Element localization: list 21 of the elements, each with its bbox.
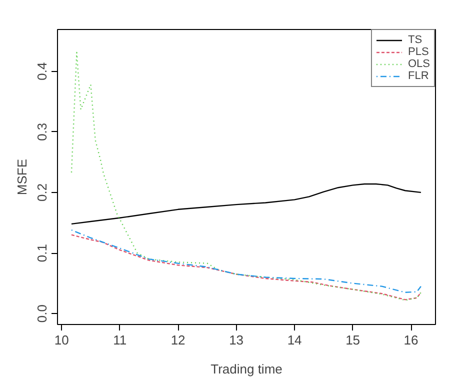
- x-tick-label: 11: [113, 332, 127, 348]
- legend-label: OLS: [408, 58, 430, 70]
- y-axis-title: MSFE: [14, 158, 30, 196]
- x-tick-label: 14: [287, 332, 302, 348]
- legend-label: TS: [408, 34, 424, 46]
- y-tick-label: 0.4: [34, 62, 50, 80]
- y-tick-label: 0.1: [34, 244, 50, 262]
- x-tick-label: 13: [229, 332, 244, 348]
- x-axis-title: Trading time: [210, 362, 282, 376]
- x-tick-label: 12: [170, 332, 186, 348]
- y-tick-label: 0.2: [34, 183, 50, 202]
- line-series: [70, 234, 422, 300]
- y-tick-label: 0.3: [34, 122, 50, 141]
- x-tick-label: 10: [54, 332, 69, 348]
- line-series: [70, 229, 422, 293]
- x-tick-label: 15: [346, 332, 360, 348]
- y-tick-label: 0.0: [34, 304, 50, 323]
- x-tick-label: 16: [404, 332, 418, 348]
- line-series: [70, 183, 422, 225]
- legend-label: PLS: [408, 46, 429, 58]
- legend-label: FLR: [408, 70, 429, 82]
